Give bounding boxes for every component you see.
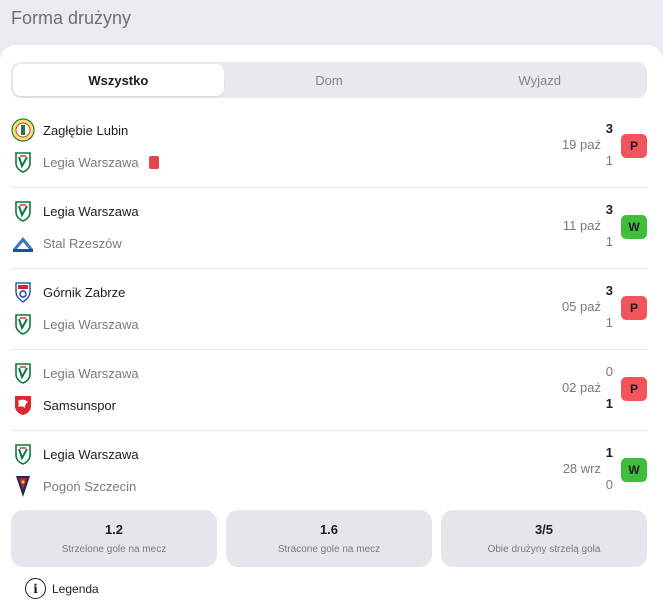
legia-crest	[11, 150, 35, 174]
match-date: 02 paź	[561, 380, 601, 395]
stat-value: 3/5	[534, 522, 554, 537]
legend-button[interactable]: i Legenda	[25, 578, 99, 599]
result-badge: W	[621, 458, 647, 482]
home-team: Zagłębie Lubin	[11, 118, 128, 142]
away-team: Stal Rzeszów	[11, 231, 122, 255]
legend-label: Legenda	[52, 581, 99, 596]
legia-crest	[11, 361, 35, 385]
away-score: 1	[605, 153, 613, 168]
away-team: Legia Warszawa	[11, 150, 159, 174]
team-name: Górnik Zabrze	[43, 284, 126, 300]
home-team: Legia Warszawa	[11, 361, 139, 385]
away-score: 0	[605, 477, 613, 492]
team-name: Legia Warszawa	[43, 446, 139, 462]
legia-crest	[11, 199, 35, 223]
team-name: Pogoń Szczecin	[43, 478, 137, 494]
home-team: Legia Warszawa	[11, 442, 139, 466]
away-team: Legia Warszawa	[11, 312, 139, 336]
tab-home[interactable]: Dom	[315, 72, 343, 88]
home-team: Górnik Zabrze	[11, 280, 125, 304]
stat-value: 1.6	[319, 522, 339, 537]
away-team: Samsunspor	[11, 393, 116, 417]
match-row[interactable]: Górnik Zabrze 3 Legia Warszawa 1 05 paź P	[11, 269, 647, 350]
pogon-crest	[11, 474, 35, 498]
section-title: Forma drużyny	[11, 8, 132, 28]
team-name: Samsunspor	[43, 397, 116, 413]
stat-value: 1.2	[104, 522, 124, 537]
match-date: 28 wrz	[562, 461, 601, 476]
match-list: Zagłębie Lubin 3 Legia Warszawa 1 19 paź P Leg…	[11, 107, 647, 512]
legia-crest	[11, 312, 35, 336]
away-score: 1	[605, 234, 613, 249]
stats-row: 1.2 Strzelone gole na mecz 1.6 Stracone …	[11, 510, 647, 567]
stat-btts: 3/5 Obie drużyny strzelą gola	[441, 510, 647, 567]
stal-crest	[11, 231, 35, 255]
stat-goals-conceded: 1.6 Stracone gole na mecz	[226, 510, 432, 567]
gornik-crest	[11, 280, 35, 304]
legia-crest	[11, 442, 35, 466]
team-name: Legia Warszawa	[43, 154, 139, 170]
form-card: Wszystko Dom Wyjazd Zagłębie Lubin 3 Legia…	[0, 45, 663, 616]
match-row[interactable]: Legia Warszawa 1 Pogoń Szczecin 0 28 wrz W	[11, 431, 647, 512]
home-score: 3	[605, 202, 613, 217]
stat-label: Obie drużyny strzelą gola	[487, 544, 601, 555]
match-row[interactable]: Zagłębie Lubin 3 Legia Warszawa 1 19 paź P	[11, 107, 647, 188]
home-score: 3	[605, 283, 613, 298]
match-row[interactable]: Legia Warszawa 3 Stal Rzeszów 1 11 paź W	[11, 188, 647, 269]
result-badge: P	[621, 377, 647, 401]
away-score: 1	[605, 396, 613, 411]
filter-tabs: Wszystko Dom Wyjazd	[11, 62, 647, 98]
home-score: 1	[605, 445, 613, 460]
red-card-icon	[148, 155, 159, 169]
match-row[interactable]: Legia Warszawa 0 Samsunspor 1 02 paź P	[11, 350, 647, 431]
result-badge: P	[621, 134, 647, 158]
match-date: 05 paź	[561, 299, 601, 314]
team-name: Legia Warszawa	[43, 365, 139, 381]
zaglebie-crest	[11, 118, 35, 142]
home-score: 0	[605, 364, 613, 379]
team-name: Legia Warszawa	[43, 203, 139, 219]
samsunspor-crest	[11, 393, 35, 417]
stat-label: Stracone gole na mecz	[277, 544, 381, 555]
info-icon: i	[25, 578, 46, 599]
tab-all[interactable]: Wszystko	[13, 64, 224, 96]
stat-goals-scored: 1.2 Strzelone gole na mecz	[11, 510, 217, 567]
stat-label: Strzelone gole na mecz	[61, 544, 167, 555]
team-name: Stal Rzeszów	[43, 235, 122, 251]
away-team: Pogoń Szczecin	[11, 474, 136, 498]
team-name: Zagłębie Lubin	[43, 122, 129, 138]
team-name: Legia Warszawa	[43, 316, 139, 332]
away-score: 1	[605, 315, 613, 330]
result-badge: W	[621, 215, 647, 239]
match-date: 19 paź	[561, 137, 601, 152]
home-score: 3	[605, 121, 613, 136]
home-team: Legia Warszawa	[11, 199, 139, 223]
tab-away[interactable]: Wyjazd	[518, 72, 561, 88]
result-badge: P	[621, 296, 647, 320]
match-date: 11 paź	[562, 218, 601, 233]
